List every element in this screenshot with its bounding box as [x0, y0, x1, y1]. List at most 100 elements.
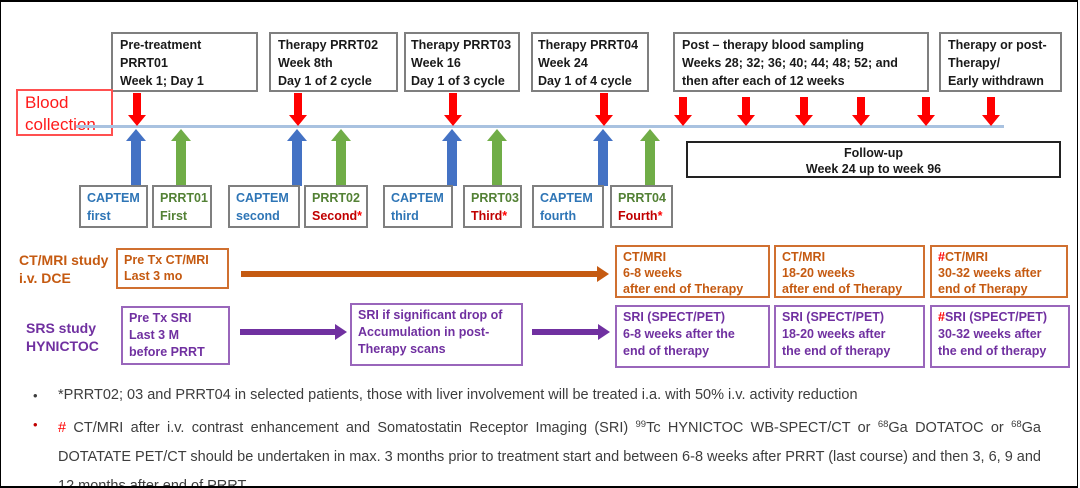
srs-flow-arrow-2: [532, 324, 610, 340]
hash-marker: #: [938, 250, 945, 264]
box-line: Last 3 M: [129, 328, 180, 342]
box-line: CT/MRI: [623, 250, 667, 264]
timepoint-line: Day 1 of 2 cycle: [278, 74, 372, 88]
captem-arrow: [593, 129, 613, 186]
timepoint-line: Post – therapy blood sampling: [682, 38, 864, 52]
ctmri-box-2: CT/MRI 18-20 weeks after end of Therapy: [774, 245, 925, 298]
footnote-text: CT/MRI after i.v. contrast enhancement a…: [73, 420, 636, 436]
prrt-arrow: [331, 129, 351, 186]
footnote-text: Ga DOTATOC or: [888, 420, 1012, 436]
srs-box-3: #SRI (SPECT/PET) 30-32 weeks after the e…: [930, 305, 1070, 368]
box-line: CAPTEM: [391, 191, 444, 205]
footnote-text: Ga DOTATATE PET/CT should be undertaken …: [58, 420, 1041, 488]
footnotes: • *PRRT02; 03 and PRRT04 in selected pati…: [31, 381, 1041, 488]
srs-box-2: SRI (SPECT/PET) 18-20 weeks after the en…: [774, 305, 925, 368]
timepoint-line: Day 1 of 4 cycle: [538, 74, 632, 88]
srs-conditional-box: SRI if significant drop of Accumulation …: [350, 303, 523, 366]
box-line: Pre Tx CT/MRI: [124, 253, 209, 267]
blood-collection-label: Blood collection: [16, 89, 113, 136]
asterisk-marker: *: [657, 209, 663, 223]
label-line: SRS study: [26, 320, 97, 336]
timepoint-line: Therapy PRRT02: [278, 38, 379, 52]
box-line: first: [87, 209, 111, 223]
box-line: CT/MRI: [782, 250, 826, 264]
box-line: 18-20 weeks: [782, 266, 855, 280]
box-line: CT/MRI: [944, 250, 989, 264]
timepoint-box-prrt03: Therapy PRRT03 Week 16 Day 1 of 3 cycle: [404, 32, 520, 92]
box-line: CAPTEM: [236, 191, 289, 205]
timepoint-line: Therapy/: [948, 56, 1001, 70]
box-line: before PRRT: [129, 345, 205, 359]
timepoint-line: Weeks 28; 32; 36; 40; 44; 48; 52; and: [682, 56, 898, 70]
ctmri-box-1: CT/MRI 6-8 weeks after end of Therapy: [615, 245, 770, 298]
box-line: SRI (SPECT/PET): [944, 310, 1048, 324]
blood-draw-arrow: [737, 97, 755, 126]
prrt-arrow: [171, 129, 191, 186]
box-line: 30-32 weeks after: [938, 266, 1042, 280]
timepoint-line: Week 16: [411, 56, 461, 70]
blood-draw-arrow: [982, 97, 1000, 126]
box-line: fourth: [540, 209, 577, 223]
box-line: Pre Tx SRI: [129, 311, 192, 325]
blood-collection-line: collection: [25, 115, 96, 134]
box-line: SRI (SPECT/PET): [782, 310, 885, 324]
timepoint-box-prrt04: Therapy PRRT04 Week 24 Day 1 of 4 cycle: [531, 32, 649, 92]
timepoint-line: Therapy or post-: [948, 38, 1047, 52]
label-line: CT/MRI study: [19, 252, 109, 268]
timepoint-line: Therapy PRRT04: [538, 38, 639, 52]
box-line: end of therapy: [623, 344, 710, 358]
timepoint-line: Pre-treatment: [120, 38, 202, 52]
followup-box: Follow-up Week 24 up to week 96: [686, 141, 1061, 178]
captem-arrow: [287, 129, 307, 186]
asterisk-marker: *: [357, 209, 363, 223]
captem-fourth-box: CAPTEM fourth: [532, 185, 604, 228]
box-line: Fourth: [618, 209, 658, 223]
prrt-arrow: [640, 129, 660, 186]
box-line: CAPTEM: [540, 191, 593, 205]
captem-arrow: [126, 129, 146, 186]
box-line: the end of therapy: [782, 344, 891, 358]
box-line: PRRT03: [471, 191, 519, 205]
srs-flow-arrow-1: [240, 324, 347, 340]
box-line: CAPTEM: [87, 191, 140, 205]
box-line: SRI (SPECT/PET): [623, 310, 726, 324]
box-line: First: [160, 209, 188, 223]
prrt03-third-box: PRRT03 Third*: [463, 185, 522, 228]
timepoint-line: then after each of 12 weeks: [682, 74, 845, 88]
footnote-asterisk: • *PRRT02; 03 and PRRT04 in selected pati…: [31, 381, 1041, 410]
srs-pretx-box: Pre Tx SRI Last 3 M before PRRT: [121, 306, 230, 365]
box-line: Third: [471, 209, 503, 223]
timepoint-line: Early withdrawn: [948, 74, 1044, 88]
hash-marker: #: [58, 420, 74, 436]
asterisk-marker: *: [502, 209, 508, 223]
box-line: after end of Therapy: [623, 282, 744, 296]
box-line: end of Therapy: [938, 282, 1028, 296]
blood-draw-arrow: [595, 93, 613, 126]
timepoint-line: PRRT01: [120, 56, 168, 70]
box-line: second: [236, 209, 280, 223]
blood-collection-line: Blood: [25, 93, 69, 112]
blood-draw-arrow: [795, 97, 813, 126]
box-line: Last 3 mo: [124, 269, 183, 283]
blood-draw-arrow: [444, 93, 462, 126]
prrt02-second-box: PRRT02 Second*: [304, 185, 368, 228]
label-line: i.v. DCE: [19, 270, 71, 286]
box-line: Second: [312, 209, 358, 223]
ctmri-box-3: #CT/MRI 30-32 weeks after end of Therapy: [930, 245, 1068, 298]
isotope-superscript: 99: [635, 419, 647, 430]
timepoint-line: Day 1 of 3 cycle: [411, 74, 505, 88]
label-line: HYNICTOC: [26, 338, 99, 354]
box-line: 18-20 weeks after: [782, 327, 886, 341]
captem-arrow: [442, 129, 462, 186]
box-line: the end of therapy: [938, 344, 1047, 358]
isotope-superscript: 68: [1011, 419, 1022, 430]
timepoint-line: Week 24: [538, 56, 588, 70]
captem-third-box: CAPTEM third: [383, 185, 453, 228]
timepoint-line: Week 1; Day 1: [120, 74, 204, 88]
box-line: third: [391, 209, 419, 223]
timepoint-line: Therapy PRRT03: [411, 38, 512, 52]
box-line: PRRT04: [618, 191, 666, 205]
hash-marker: #: [938, 310, 945, 324]
box-line: 6-8 weeks: [623, 266, 683, 280]
